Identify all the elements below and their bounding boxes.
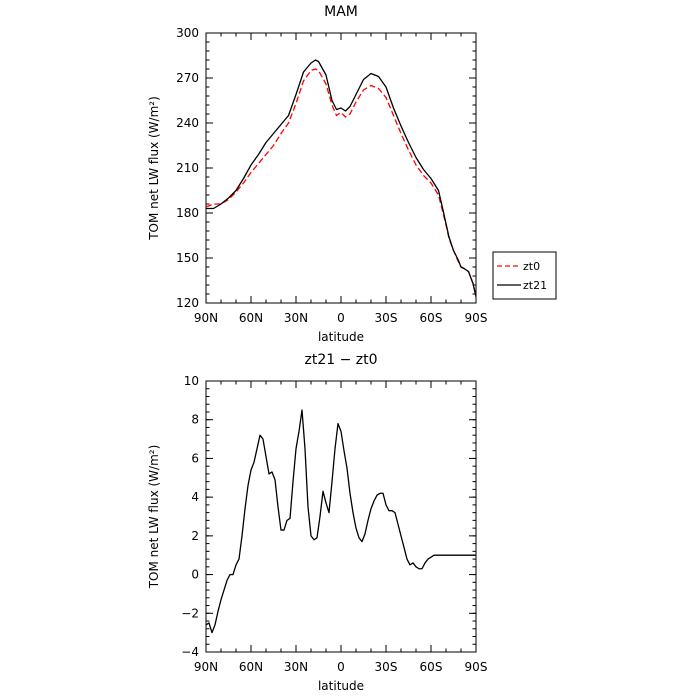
y-tick-label: 150 bbox=[176, 251, 199, 265]
chart-panel-2: 90N 60N 30N 0 30S 60S 90S −4 −2 0 2 4 6 8 10 zt21 − zt0… bbox=[147, 352, 487, 693]
y-tick-label: 240 bbox=[176, 116, 199, 130]
x-tick-label: 60N bbox=[239, 660, 263, 674]
y-tick-label: 120 bbox=[176, 296, 199, 310]
y-tick-label: 8 bbox=[191, 413, 199, 427]
y-tick-label: 10 bbox=[184, 374, 199, 388]
x-tick-label: 0 bbox=[337, 311, 345, 325]
legend-label: zt0 bbox=[523, 260, 540, 273]
x-tick-label: 60S bbox=[420, 660, 443, 674]
series-line-series-1 bbox=[206, 409, 476, 634]
x-tick-label: 30S bbox=[375, 311, 398, 325]
x-tick-label: 90S bbox=[465, 311, 488, 325]
legend: zt0 zt21 bbox=[492, 251, 557, 300]
series-line-zt0 bbox=[206, 68, 476, 296]
plot-frame bbox=[205, 32, 477, 304]
y-tick-label: 300 bbox=[176, 26, 199, 40]
x-axis-label: latitude bbox=[318, 679, 364, 693]
chart-title: zt21 − zt0 bbox=[304, 352, 377, 368]
chart-panel-1: 90N 60N 30N 0 30S 60S 90S 120 150 180 210 240 270 300… bbox=[147, 4, 557, 344]
y-tick-label: −4 bbox=[181, 645, 199, 659]
plot-frame bbox=[205, 380, 477, 653]
y-tick-label: −2 bbox=[181, 606, 199, 620]
y-tick-label: 6 bbox=[191, 451, 199, 465]
x-tick-label: 90N bbox=[194, 311, 218, 325]
y-tick-label: 4 bbox=[191, 490, 199, 504]
x-tick-label: 90N bbox=[194, 660, 218, 674]
legend-label: zt21 bbox=[523, 279, 547, 292]
x-tick-label: 30S bbox=[375, 660, 398, 674]
y-axis-label: TOM net LW flux (W/m²) bbox=[147, 445, 161, 590]
y-tick-label: 0 bbox=[191, 568, 199, 582]
x-tick-label: 30N bbox=[284, 311, 308, 325]
x-axis-label: latitude bbox=[318, 330, 364, 344]
y-tick-label: 210 bbox=[176, 161, 199, 175]
x-tick-label: 30N bbox=[284, 660, 308, 674]
chart-title: MAM bbox=[324, 4, 358, 20]
y-tick-label: 270 bbox=[176, 71, 199, 85]
legend-box bbox=[492, 251, 557, 300]
x-tick-label: 90S bbox=[465, 660, 488, 674]
x-tick-label: 0 bbox=[337, 660, 345, 674]
y-axis-label: TOM net LW flux (W/m²) bbox=[147, 96, 161, 241]
series-line-zt21 bbox=[206, 59, 476, 298]
x-tick-label: 60S bbox=[420, 311, 443, 325]
y-tick-label: 2 bbox=[191, 529, 199, 543]
y-tick-label: 180 bbox=[176, 206, 199, 220]
x-tick-label: 60N bbox=[239, 311, 263, 325]
